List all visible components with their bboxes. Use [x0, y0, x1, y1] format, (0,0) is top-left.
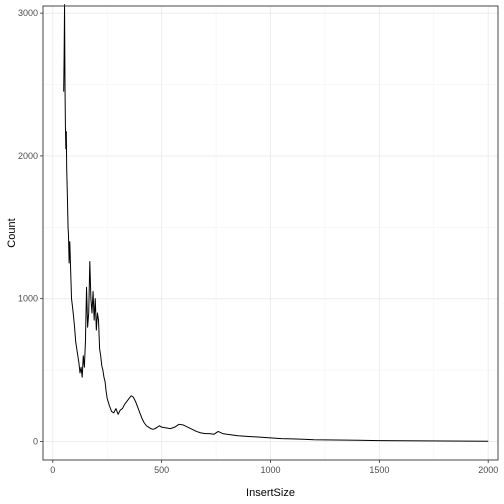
- y-axis: 0 1000 2000 3000: [18, 8, 43, 446]
- x-tick-label: 1500: [369, 465, 389, 475]
- x-tick-label: 1000: [260, 465, 280, 475]
- y-tick-label: 1000: [18, 294, 38, 304]
- y-tick-label: 2000: [18, 151, 38, 161]
- x-tick-label: 2000: [478, 465, 498, 475]
- y-tick-label: 3000: [18, 8, 38, 18]
- x-tick-label: 500: [154, 465, 169, 475]
- y-tick-label: 0: [33, 436, 38, 446]
- y-axis-title: Count: [6, 218, 18, 247]
- x-axis: 0 500 1000 1500 2000: [50, 460, 498, 475]
- insert-size-count-line: [63, 4, 489, 442]
- major-gridlines: [43, 6, 498, 460]
- x-tick-label: 0: [50, 465, 55, 475]
- x-axis-title: InsertSize: [246, 487, 295, 499]
